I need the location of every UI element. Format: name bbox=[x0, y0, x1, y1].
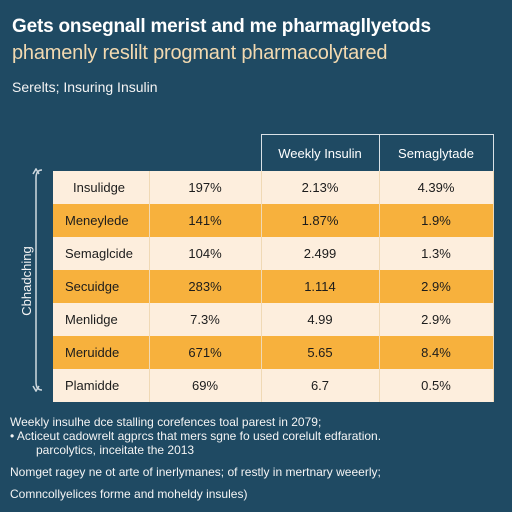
row-value-2: 4.99 bbox=[261, 303, 380, 336]
title-line-1: Gets onsegnall merist and me pharmagllye… bbox=[12, 16, 431, 37]
row-value-1: 197% bbox=[149, 171, 262, 204]
row-value-3: 1.3% bbox=[379, 237, 494, 270]
header-blank-2 bbox=[149, 135, 261, 172]
row-value-1: 283% bbox=[149, 270, 262, 303]
side-label: Cbhadching bbox=[19, 246, 34, 316]
row-name: Semaglcide bbox=[53, 237, 150, 270]
subtitle: Serelts; Insuring Insulin bbox=[12, 79, 158, 95]
footer-notes: Weekly insulhe dce stalling corefences t… bbox=[10, 415, 506, 501]
row-value-1: 69% bbox=[149, 369, 262, 402]
row-value-2: 2.499 bbox=[261, 237, 380, 270]
footer-line-4: Nomget ragey ne ot arte of inerlymanes; … bbox=[10, 465, 381, 479]
footer-line-3: parcolytics, inceitate the 2013 bbox=[36, 443, 195, 457]
header-weekly-insulin: Weekly Insulin bbox=[260, 134, 380, 171]
row-name: Meruidde bbox=[53, 336, 150, 369]
table-row: Insulidge 197% 2.13% 4.39% bbox=[53, 171, 494, 204]
row-value-2: 5.65 bbox=[261, 336, 380, 369]
row-name: Insulidge bbox=[53, 171, 150, 204]
row-value-1: 671% bbox=[149, 336, 262, 369]
page-title: Gets onsegnall merist and me pharmagllye… bbox=[12, 14, 504, 66]
header-semaglytade: Semaglytade bbox=[378, 134, 494, 171]
comparison-table: Weekly Insulin Semaglytade Insulidge 197… bbox=[53, 134, 494, 402]
footer-line-2: • Acticeut cadowrelt agprcs that mers sg… bbox=[10, 429, 382, 443]
table-row: Secuidge 283% 1.114 2.9% bbox=[53, 270, 494, 303]
table-row: Plamidde 69% 6.7 0.5% bbox=[53, 369, 494, 402]
table-header-row: Weekly Insulin Semaglytade bbox=[53, 134, 494, 172]
bracket-icon bbox=[32, 168, 43, 392]
row-value-2: 6.7 bbox=[261, 369, 380, 402]
table-row: Menlidge 7.3% 4.99 2.9% bbox=[53, 303, 494, 336]
row-value-1: 104% bbox=[149, 237, 262, 270]
row-value-3: 2.9% bbox=[379, 270, 494, 303]
row-name: Plamidde bbox=[53, 369, 150, 402]
footer-line-5: Comncollyelices forme and moheldy insule… bbox=[10, 487, 248, 501]
table-row: Meruidde 671% 5.65 8.4% bbox=[53, 336, 494, 369]
row-value-2: 1.114 bbox=[261, 270, 380, 303]
row-name: Menlidge bbox=[53, 303, 150, 336]
table-row: Meneylede 141% 1.87% 1.9% bbox=[53, 204, 494, 237]
title-line-2: phamenly reslilt progmant pharmacolytare… bbox=[12, 42, 388, 64]
row-value-2: 1.87% bbox=[261, 204, 380, 237]
row-value-1: 141% bbox=[149, 204, 262, 237]
row-value-3: 1.9% bbox=[379, 204, 494, 237]
table-row: Semaglcide 104% 2.499 1.3% bbox=[53, 237, 494, 270]
row-value-3: 2.9% bbox=[379, 303, 494, 336]
footer-line-1: Weekly insulhe dce stalling corefences t… bbox=[10, 415, 322, 429]
header-blank-1 bbox=[53, 135, 149, 172]
row-name: Meneylede bbox=[53, 204, 150, 237]
row-value-3: 0.5% bbox=[379, 369, 494, 402]
row-name: Secuidge bbox=[53, 270, 150, 303]
row-value-2: 2.13% bbox=[261, 171, 380, 204]
row-value-3: 8.4% bbox=[379, 336, 494, 369]
row-value-3: 4.39% bbox=[379, 171, 494, 204]
row-value-1: 7.3% bbox=[149, 303, 262, 336]
